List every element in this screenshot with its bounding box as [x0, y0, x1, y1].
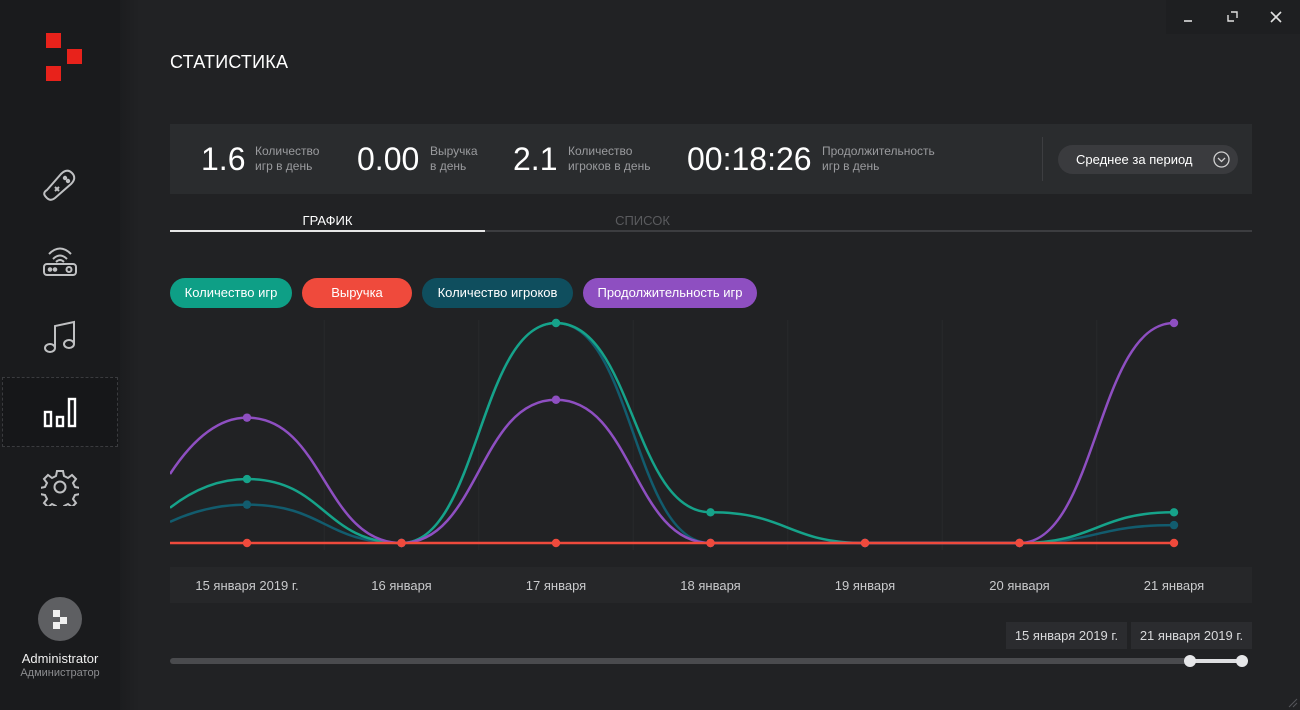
- range-start-label[interactable]: 15 января 2019 г.: [1006, 622, 1127, 649]
- x-tick-label: 19 января: [834, 578, 896, 593]
- duration-per-day-label-1: Продолжительность: [822, 144, 935, 158]
- tabs-divider: [485, 230, 1252, 232]
- x-tick-label: 21 января: [1143, 578, 1205, 593]
- legend-revenue[interactable]: Выручка: [302, 278, 412, 308]
- series-line-games-count: [170, 321, 1175, 545]
- window-controls: [1166, 0, 1300, 34]
- range-end-label[interactable]: 21 января 2019 г.: [1131, 622, 1252, 649]
- x-tick-label: 17 января: [525, 578, 587, 593]
- nav-router[interactable]: [0, 228, 120, 298]
- duration-per-day-label: Продолжительность игр в день: [822, 144, 935, 174]
- close-icon: [1270, 11, 1282, 23]
- period-select[interactable]: Среднее за период: [1058, 145, 1238, 174]
- nav-games[interactable]: [0, 150, 120, 220]
- x-tick-label: 16 января: [371, 578, 432, 593]
- minimize-icon: [1184, 20, 1192, 22]
- x-tick-label: 18 января: [680, 578, 741, 593]
- data-point-games-count[interactable]: [242, 474, 252, 484]
- legend-players-count[interactable]: Количество игроков: [422, 278, 573, 308]
- chevron-down-icon: [1213, 151, 1230, 168]
- players-per-day-label: Количество игроков в день: [568, 144, 650, 174]
- series-line-players-count: [170, 321, 1175, 545]
- revenue-per-day-value: 0.00: [357, 141, 420, 177]
- data-point-revenue[interactable]: [1169, 538, 1179, 548]
- legend-games-duration[interactable]: Продолжительность игр: [583, 278, 757, 308]
- data-point-revenue[interactable]: [706, 538, 715, 548]
- data-point-games-duration[interactable]: [551, 395, 561, 404]
- x-tick-label: 20 января: [989, 578, 1050, 593]
- tab-list[interactable]: СПИСОК: [615, 213, 670, 228]
- players-per-day-value: 2.1: [513, 141, 558, 177]
- data-point-revenue[interactable]: [860, 538, 870, 548]
- range-handle-end[interactable]: [1236, 655, 1248, 667]
- stats-divider: [1042, 137, 1043, 181]
- games-per-day-label-1: Количество: [255, 144, 320, 158]
- bar-chart-icon: [43, 397, 77, 428]
- data-point-revenue[interactable]: [551, 538, 561, 548]
- legend-games-count[interactable]: Количество игр: [170, 278, 292, 308]
- revenue-per-day-label-2: в день: [430, 159, 467, 173]
- data-point-games-duration[interactable]: [1169, 318, 1179, 328]
- gamepad-icon: [43, 169, 76, 201]
- data-point-revenue[interactable]: [397, 538, 406, 548]
- data-point-revenue[interactable]: [1015, 538, 1024, 548]
- games-per-day-label-2: игр в день: [255, 159, 313, 173]
- revenue-per-day-label: Выручка в день: [430, 144, 478, 174]
- sidebar: Administrator Администратор: [0, 0, 120, 710]
- avatar[interactable]: [38, 597, 82, 641]
- revenue-per-day-label-1: Выручка: [430, 144, 478, 158]
- tab-chart[interactable]: ГРАФИК: [302, 213, 353, 228]
- range-handle-start[interactable]: [1184, 655, 1196, 667]
- range-slider-selection: [1190, 659, 1242, 663]
- chart-x-axis: 15 января 2019 г. 16 января 17 января 18 ян…: [170, 567, 1252, 603]
- close-button[interactable]: [1254, 0, 1298, 34]
- app-logo: [44, 33, 84, 83]
- games-per-day-value: 1.6: [201, 141, 246, 177]
- page-title: СТАТИСТИКА: [170, 52, 289, 72]
- maximize-icon: [1227, 11, 1238, 22]
- user-name: Administrator: [21, 651, 99, 666]
- data-point-games-count[interactable]: [1169, 508, 1179, 517]
- router-icon: [43, 247, 77, 276]
- data-point-players-count[interactable]: [1169, 520, 1179, 530]
- games-per-day-label: Количество игр в день: [255, 144, 319, 174]
- data-point-games-count[interactable]: [551, 318, 561, 328]
- stats-summary: 1.6 Количество игр в день 0.00 Выручка в…: [170, 124, 1252, 194]
- data-point-games-duration[interactable]: [242, 413, 252, 422]
- period-select-value: Среднее за период: [1076, 152, 1193, 167]
- data-point-games-count[interactable]: [706, 508, 715, 517]
- data-point-players-count[interactable]: [242, 500, 252, 509]
- minimize-button[interactable]: [1166, 0, 1210, 34]
- series-line-games-duration: [170, 321, 1175, 545]
- resize-grip-icon[interactable]: [1286, 696, 1298, 708]
- tab-chart-underline: [170, 230, 485, 232]
- data-point-revenue[interactable]: [242, 538, 252, 548]
- statistics-line-chart: [170, 318, 1179, 550]
- duration-per-day-value: 00:18:26: [687, 141, 812, 177]
- maximize-button[interactable]: [1210, 0, 1254, 34]
- duration-per-day-label-2: игр в день: [822, 159, 880, 173]
- x-tick-label: 15 января 2019 г.: [195, 578, 299, 593]
- players-per-day-label-2: игроков в день: [568, 159, 651, 173]
- music-note-icon: [44, 320, 75, 353]
- nav-statistics[interactable]: [2, 377, 118, 447]
- players-per-day-label-1: Количество: [568, 144, 633, 158]
- nav-settings[interactable]: [0, 452, 120, 522]
- sidebar-shadow: [120, 0, 140, 710]
- gear-icon: [41, 470, 79, 506]
- user-role: Администратор: [20, 667, 100, 679]
- range-slider-track[interactable]: [170, 658, 1190, 664]
- nav-music[interactable]: [0, 302, 120, 372]
